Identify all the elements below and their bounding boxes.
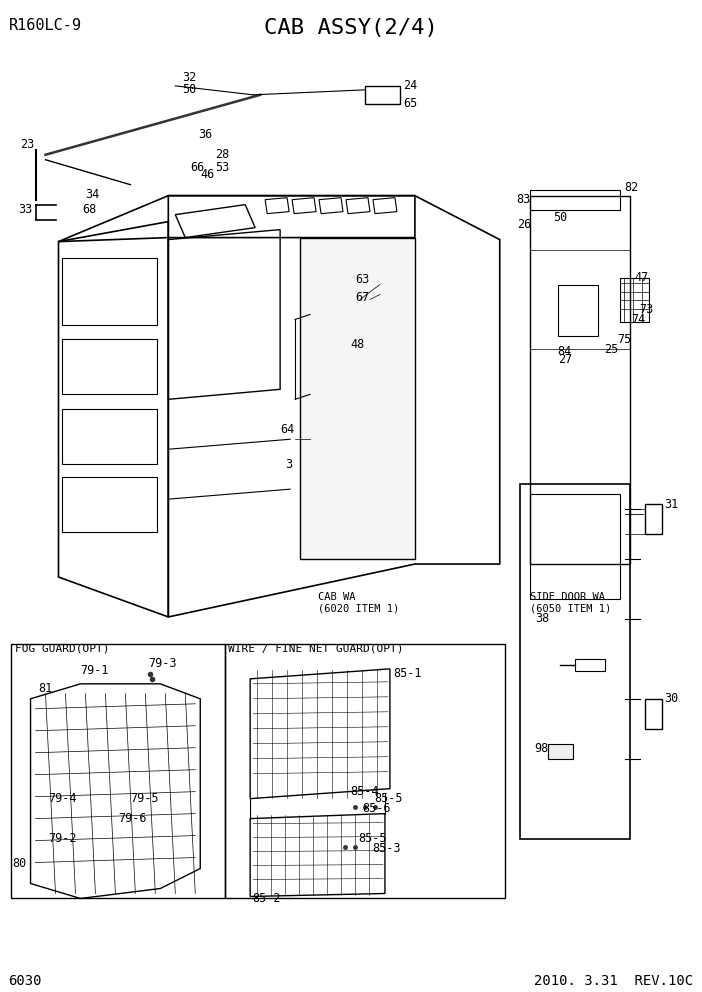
Text: 30: 30 <box>665 692 679 705</box>
Text: 79-5: 79-5 <box>131 793 159 806</box>
Text: 74: 74 <box>632 312 646 326</box>
Text: 24: 24 <box>403 79 417 92</box>
Text: 79-1: 79-1 <box>81 665 109 678</box>
Text: 34: 34 <box>86 188 100 201</box>
Text: 46: 46 <box>200 169 215 182</box>
Text: 23: 23 <box>20 138 35 151</box>
Text: CAB WA: CAB WA <box>318 592 355 602</box>
Text: 75: 75 <box>618 333 632 346</box>
Text: 68: 68 <box>82 203 97 216</box>
Text: 85-5: 85-5 <box>358 832 387 845</box>
Text: 80: 80 <box>13 857 27 870</box>
Text: 82: 82 <box>625 182 639 194</box>
Text: (6050 ITEM 1): (6050 ITEM 1) <box>530 604 611 614</box>
Polygon shape <box>300 238 415 559</box>
Bar <box>62 477 157 532</box>
Text: 50: 50 <box>183 83 197 96</box>
Text: WIRE / FINE NET GUARD(OPT): WIRE / FINE NET GUARD(OPT) <box>228 644 404 654</box>
Text: 66: 66 <box>190 162 204 175</box>
Text: 65: 65 <box>403 97 417 110</box>
Bar <box>11 644 225 899</box>
Text: 64: 64 <box>280 423 294 435</box>
Text: CAB ASSY(2/4): CAB ASSY(2/4) <box>264 18 438 38</box>
Text: 63: 63 <box>355 273 369 286</box>
Text: 50: 50 <box>552 211 567 224</box>
Text: 84: 84 <box>557 345 572 358</box>
Text: 53: 53 <box>216 162 230 175</box>
Text: 25: 25 <box>604 343 619 356</box>
Bar <box>365 86 400 104</box>
Bar <box>62 258 157 325</box>
Text: 85-3: 85-3 <box>372 842 400 855</box>
Bar <box>644 504 663 534</box>
Text: 81: 81 <box>39 682 53 695</box>
Text: R160LC-9: R160LC-9 <box>8 18 81 33</box>
Bar <box>548 744 573 759</box>
Text: 79-6: 79-6 <box>119 812 147 825</box>
Text: 85-2: 85-2 <box>252 892 281 905</box>
Bar <box>620 278 649 322</box>
Text: SIDE DOOR WA: SIDE DOOR WA <box>530 592 604 602</box>
Text: 27: 27 <box>557 353 572 366</box>
Text: (6020 ITEM 1): (6020 ITEM 1) <box>318 604 399 614</box>
Text: 67: 67 <box>355 291 369 304</box>
Text: 2010. 3.31  REV.10C: 2010. 3.31 REV.10C <box>534 974 694 988</box>
Text: 98: 98 <box>535 742 549 755</box>
Text: 6030: 6030 <box>8 974 42 988</box>
Text: 79-3: 79-3 <box>148 658 177 671</box>
Text: 83: 83 <box>517 193 531 206</box>
Text: 85-5: 85-5 <box>374 793 402 806</box>
Text: 26: 26 <box>517 218 531 231</box>
Text: 48: 48 <box>350 338 364 351</box>
Bar <box>62 410 157 464</box>
Text: 33: 33 <box>18 203 33 216</box>
Text: 28: 28 <box>216 148 230 162</box>
Bar <box>644 698 663 729</box>
Text: 38: 38 <box>535 612 549 625</box>
Bar <box>225 644 505 899</box>
Text: 85-6: 85-6 <box>362 803 390 815</box>
Text: 85-4: 85-4 <box>350 785 378 799</box>
Text: 36: 36 <box>198 128 213 141</box>
Text: 47: 47 <box>635 271 649 284</box>
Bar <box>575 659 604 671</box>
Bar <box>557 285 597 336</box>
Text: 31: 31 <box>665 498 679 511</box>
Text: 73: 73 <box>640 303 654 316</box>
Text: 85-1: 85-1 <box>393 668 421 681</box>
Bar <box>530 189 620 209</box>
Text: FOG GUARD(OPT): FOG GUARD(OPT) <box>15 644 109 654</box>
Bar <box>62 339 157 395</box>
Text: 79-2: 79-2 <box>48 832 77 845</box>
Text: 79-4: 79-4 <box>48 793 77 806</box>
Text: 3: 3 <box>285 457 292 471</box>
Text: 32: 32 <box>183 71 197 84</box>
